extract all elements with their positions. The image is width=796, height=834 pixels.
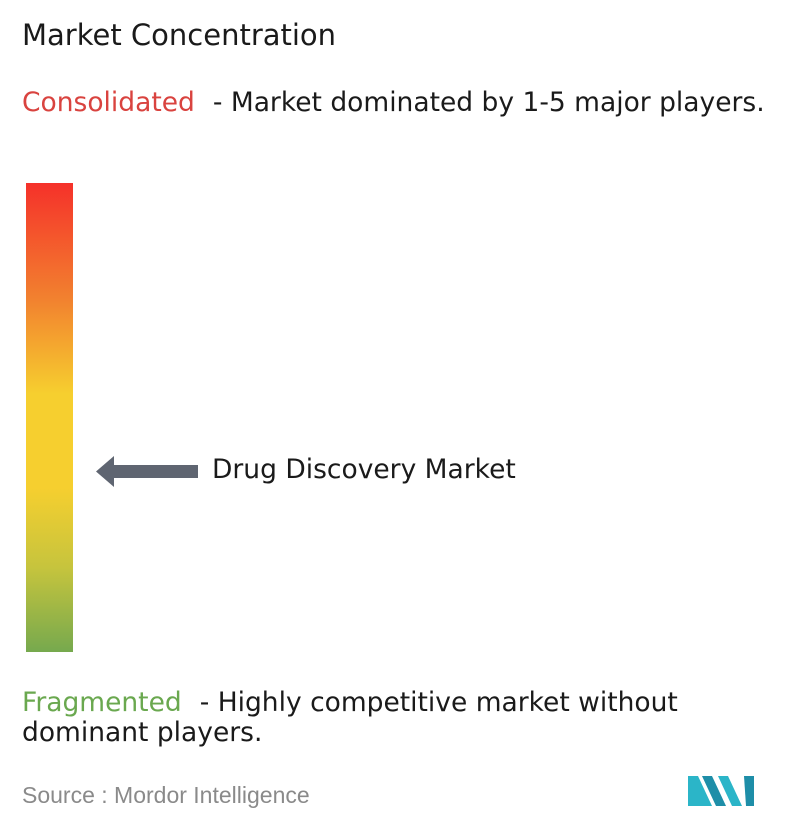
logo-shape xyxy=(688,776,712,806)
concentration-gradient xyxy=(26,183,73,652)
consolidated-text: Consolidated - Market dominated by 1-5 ma… xyxy=(22,88,792,118)
fragmented-description: - Highly competitive market without domi… xyxy=(22,687,678,748)
consolidated-label: Consolidated xyxy=(22,87,195,118)
arrow-shaft xyxy=(112,465,198,478)
fragmented-label: Fragmented xyxy=(22,687,182,718)
market-arrow xyxy=(96,456,198,487)
arrow-head xyxy=(96,456,114,487)
source: Source : Mordor Intelligence xyxy=(22,782,310,809)
fragmented-text: Fragmented - Highly competitive market wi… xyxy=(22,688,792,748)
source-label: Source : xyxy=(22,782,108,808)
logo-shape xyxy=(718,776,742,806)
logo-shape xyxy=(702,776,726,806)
source-name: Mordor Intelligence xyxy=(114,782,310,808)
logo xyxy=(688,776,754,806)
title: Market Concentration xyxy=(22,18,337,52)
logo-shape xyxy=(744,776,754,806)
market-label: Drug Discovery Market xyxy=(212,454,516,485)
consolidated-description: - Market dominated by 1-5 major players. xyxy=(212,87,765,118)
